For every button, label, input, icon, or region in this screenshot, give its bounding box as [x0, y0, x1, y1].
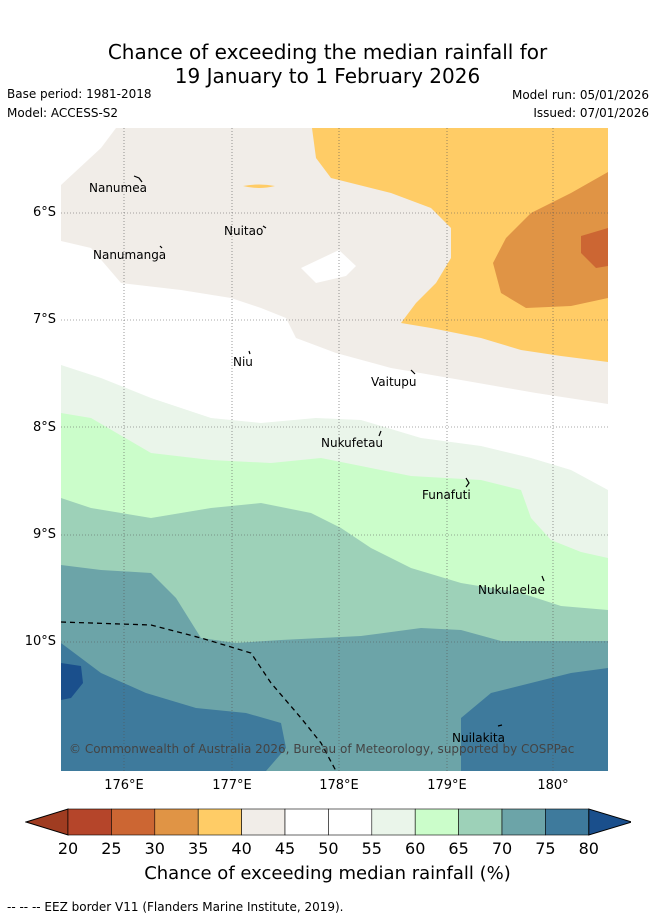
colorbar-tick-label: 30 — [144, 839, 165, 858]
colorbar-segment — [458, 808, 503, 836]
colorbar-tick-label: 35 — [188, 839, 209, 858]
colorbar-segment — [154, 808, 199, 836]
model-run: Model run: 05/01/2026 — [511, 88, 649, 102]
colorbar-segment — [545, 808, 590, 836]
copyright-notice: © Commonwealth of Australia 2026, Bureau… — [69, 742, 575, 756]
colorbar-extend-high — [588, 808, 631, 836]
colorbar-tick-label: 70 — [491, 839, 513, 858]
colorbar-tick-label: 75 — [535, 839, 556, 858]
colorbar-tick-label: 65 — [448, 839, 469, 858]
nanumanga-island — [159, 245, 163, 249]
place-nukulaelae: Nukulaelae — [478, 583, 545, 597]
place-nuilakita: Nuilakita — [452, 731, 505, 745]
colorbar-segment — [67, 808, 112, 836]
colorbar-tick-label: 55 — [361, 839, 382, 858]
niu-island — [248, 350, 251, 355]
issued-date: Issued: 07/01/2026 — [533, 106, 649, 120]
lon-label-176e: 176°E — [104, 778, 144, 793]
colorbar-tick-label: 40 — [231, 839, 252, 858]
lon-label-177e: 177°E — [212, 778, 252, 793]
lon-label-179e: 179°E — [427, 778, 467, 793]
place-niu: Niu — [233, 355, 253, 369]
colorbar-tick-label: 80 — [578, 839, 599, 858]
place-nanumea: Nanumea — [89, 181, 147, 195]
colorbar-tick-label: 45 — [274, 839, 296, 858]
zone-80-plus — [61, 663, 83, 700]
nukulaelae-island — [541, 575, 545, 582]
lon-label-178e: 178°E — [319, 778, 359, 793]
place-nukufetau: Nukufetau — [321, 436, 384, 450]
map-title-line1: Chance of exceeding the median rainfall … — [107, 40, 548, 64]
colorbar-segment — [501, 808, 546, 836]
rainfall-map — [61, 128, 608, 771]
zone-25-30 — [581, 228, 608, 268]
place-funafuti: Funafuti — [422, 488, 471, 502]
colorbar-extend-low — [25, 808, 69, 836]
lat-label-8s: 8°S — [32, 420, 56, 435]
lat-label-9s: 9°S — [32, 527, 56, 542]
zone-30-35 — [493, 172, 608, 308]
colorbar — [25, 808, 631, 836]
nuitao-island — [262, 225, 267, 229]
vaitupu-island — [410, 369, 416, 375]
colorbar-segment — [111, 808, 156, 836]
colorbar-tick-label: 50 — [318, 839, 339, 858]
colorbar-segment — [284, 808, 329, 836]
zone-75-80-west — [61, 643, 286, 771]
map-title-line2: 19 January to 1 February 2026 — [174, 64, 481, 88]
nuilakita-island — [497, 724, 503, 727]
place-vaitupu: Vaitupu — [371, 375, 417, 389]
nanumea-island — [133, 175, 143, 183]
colorbar-title: Chance of exceeding median rainfall (%) — [144, 863, 511, 884]
lat-label-7s: 7°S — [32, 312, 56, 327]
nukufetau-island — [378, 430, 382, 437]
colorbar-segment — [241, 808, 286, 836]
colorbar-segment — [328, 808, 373, 836]
model-name: Model: ACCESS-S2 — [7, 106, 119, 120]
lon-label-180: 180° — [537, 778, 569, 793]
orange-blip — [243, 184, 275, 188]
colorbar-tick-label: 25 — [101, 839, 122, 858]
lat-label-10s: 10°S — [24, 634, 56, 649]
colorbar-tick-label: 20 — [57, 839, 79, 858]
colorbar-segment — [197, 808, 242, 836]
place-nanumanga: Nanumanga — [93, 248, 167, 262]
white-patch — [301, 250, 356, 283]
eez-footnote: -- -- -- EEZ border V11 (Flanders Marine… — [7, 900, 344, 914]
colorbar-segment — [414, 808, 459, 836]
colorbar-segment — [371, 808, 416, 836]
lat-label-6s: 6°S — [32, 205, 56, 220]
zone-75-80-east — [461, 668, 608, 771]
eez-border — [61, 621, 337, 771]
base-period: Base period: 1981-2018 — [7, 87, 152, 101]
colorbar-tick-label: 60 — [405, 839, 426, 858]
place-nuitao: Nuitao — [224, 224, 264, 238]
funafuti-island — [465, 477, 470, 488]
